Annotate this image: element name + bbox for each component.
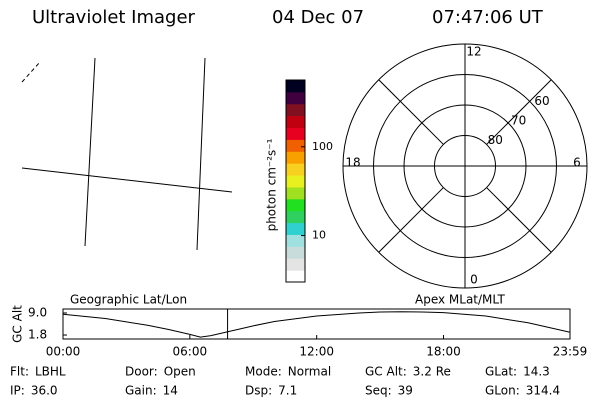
info-label: Flt:	[10, 365, 29, 379]
alt-ytick-label: 9.0	[28, 305, 47, 319]
polar-diagonal	[378, 187, 444, 253]
alt-xtick-label: 06:00	[173, 345, 208, 359]
colorbar-frame	[285, 79, 306, 283]
colorbar-band	[286, 115, 305, 129]
alt-xtick-label: 18:00	[426, 345, 461, 359]
colorbar-band	[286, 270, 305, 283]
altitude-line	[62, 311, 571, 338]
info-value: 36.0	[31, 384, 58, 398]
colorbar-band	[286, 246, 305, 259]
alt-title-right: Apex MLat/MLT	[415, 293, 505, 307]
mlt-label: 18	[345, 156, 360, 170]
info-value: 14.3	[523, 365, 550, 379]
instrument-title: Ultraviolet Imager	[32, 7, 196, 28]
alt-ytick-label: 1.8	[28, 328, 47, 342]
info-label: IP:	[10, 384, 25, 398]
colorbar-band	[286, 186, 305, 200]
ring-label: 80	[488, 133, 503, 147]
colorbar-band	[286, 127, 305, 140]
colorbar-band	[286, 258, 305, 271]
info-label: GLon:	[485, 384, 520, 398]
alt-xtick-label: 12:00	[299, 345, 334, 359]
ring-label: 60	[534, 94, 549, 108]
colorbar-band	[286, 222, 305, 235]
info-value: Open	[164, 365, 196, 379]
alt-xtick-label: 23:59	[553, 345, 588, 359]
colorbar-band	[286, 91, 305, 105]
colorbar-tick-label: 100	[312, 140, 333, 153]
mlt-label: 12	[466, 45, 481, 59]
info-label: GC Alt:	[365, 365, 407, 379]
info-value: 7.1	[278, 384, 297, 398]
alt-title-left: Geographic Lat/Lon	[70, 293, 187, 307]
colorbar-band	[286, 139, 305, 152]
colorbar-band	[286, 80, 305, 93]
colorbar-tick-label: 10	[312, 229, 326, 242]
info-label: Door:	[125, 365, 158, 379]
alt-xtick-label: 00:00	[46, 345, 81, 359]
info-label: Dsp:	[245, 384, 272, 398]
polar-diagonal	[378, 79, 444, 145]
colorbar-band	[286, 151, 305, 164]
info-value: Normal	[288, 365, 331, 379]
alt-ylabel: GC Alt	[11, 305, 25, 343]
info-value: 3.2 Re	[413, 365, 451, 379]
info-label: Mode:	[245, 365, 282, 379]
polar-ring	[403, 104, 527, 228]
mlt-label: 6	[573, 156, 581, 170]
info-value: 39	[398, 384, 413, 398]
info-value: 14	[163, 384, 178, 398]
info-label: Seq:	[365, 384, 392, 398]
mlt-label: 0	[470, 273, 478, 287]
colorbar-band	[286, 210, 305, 224]
colorbar-band	[286, 163, 305, 176]
time: 07:47:06 UT	[432, 7, 544, 28]
colorbar-band	[286, 175, 305, 188]
colorbar-band	[286, 103, 305, 117]
info-value: LBHL	[35, 365, 66, 379]
info-value: 314.4	[526, 384, 560, 398]
date: 04 Dec 07	[272, 7, 364, 28]
info-label: GLat:	[485, 365, 517, 379]
colorbar-band	[286, 198, 305, 212]
polar-ring	[434, 135, 496, 197]
ring-label: 70	[511, 114, 526, 128]
image-grid	[21, 57, 233, 251]
colorbar-band	[286, 234, 305, 247]
polar-diagonal	[486, 187, 552, 253]
colorbar-label: photon cm⁻²s⁻¹	[265, 138, 279, 231]
info-label: Gain:	[125, 384, 157, 398]
polar-ring	[373, 74, 557, 258]
polar-diagonal	[486, 79, 552, 145]
